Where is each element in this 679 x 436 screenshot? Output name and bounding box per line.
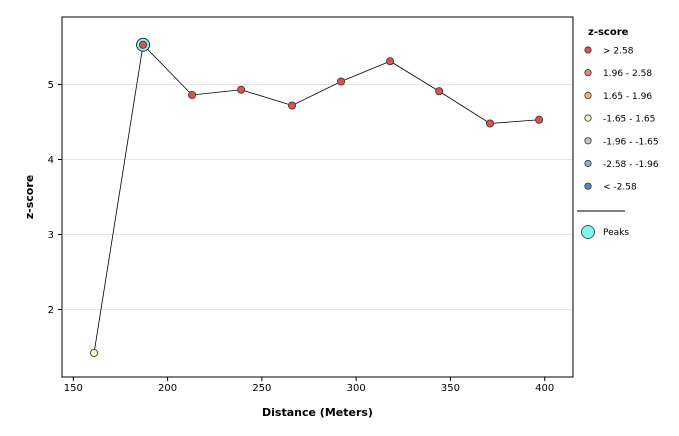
x-tick-label-0: 150 — [64, 383, 83, 394]
legend-label-1: 1.96 - 2.58 — [603, 69, 652, 79]
legend-title: z-score — [588, 27, 629, 38]
data-point-6 — [386, 57, 395, 66]
x-tick-label-2: 250 — [252, 383, 271, 394]
y-tick-label-2: 4 — [48, 155, 54, 166]
legend-peaks-swatch — [581, 225, 595, 239]
legend-swatch-3 — [584, 114, 592, 122]
legend-swatch-0 — [584, 46, 592, 54]
x-tick-label-1: 200 — [158, 383, 177, 394]
plot-area: 150 200 250 300 350 400 2 3 4 5 Distance (Meters) z… — [23, 16, 574, 419]
data-point-9 — [535, 115, 544, 124]
x-axis-title: Distance (Meters) — [262, 406, 373, 419]
legend-label-3: -1.65 - 1.65 — [603, 115, 655, 125]
series-line — [93, 43, 540, 354]
data-point-3 — [237, 85, 246, 94]
x-tick-label-3: 300 — [347, 383, 366, 394]
y-tick-label-0: 2 — [48, 305, 54, 316]
y-axis-title: z-score — [23, 175, 36, 219]
data-point-5 — [337, 77, 346, 86]
legend-peaks-label: Peaks — [603, 228, 629, 238]
legend-label-5: -2.58 - -1.96 — [603, 160, 659, 170]
legend-label-4: -1.96 - -1.65 — [603, 137, 659, 147]
data-point-0 — [90, 348, 99, 357]
plot-frame — [61, 16, 574, 378]
data-point-1 — [139, 40, 148, 49]
data-point-7 — [435, 87, 444, 96]
legend-label-2: 1.65 - 1.96 — [603, 92, 652, 102]
x-tick-label-5: 400 — [535, 383, 554, 394]
legend-label-0: > 2.58 — [603, 47, 634, 57]
legend-swatch-5 — [584, 159, 592, 168]
legend-swatch-1 — [584, 69, 592, 77]
data-point-8 — [486, 119, 495, 128]
data-point-4 — [288, 101, 297, 110]
legend: z-score > 2.58 1.96 - 2.58 1.65 - 1.96 -1.65… — [577, 27, 659, 239]
legend-swatch-4 — [584, 137, 592, 145]
y-tick-label-1: 3 — [48, 230, 54, 241]
data-point-2 — [188, 91, 197, 100]
legend-swatch-6 — [584, 182, 592, 190]
legend-swatch-2 — [584, 91, 592, 100]
legend-label-6: < -2.58 — [603, 183, 637, 193]
y-tick-label-3: 5 — [48, 80, 54, 91]
x-tick-label-4: 350 — [441, 383, 460, 394]
